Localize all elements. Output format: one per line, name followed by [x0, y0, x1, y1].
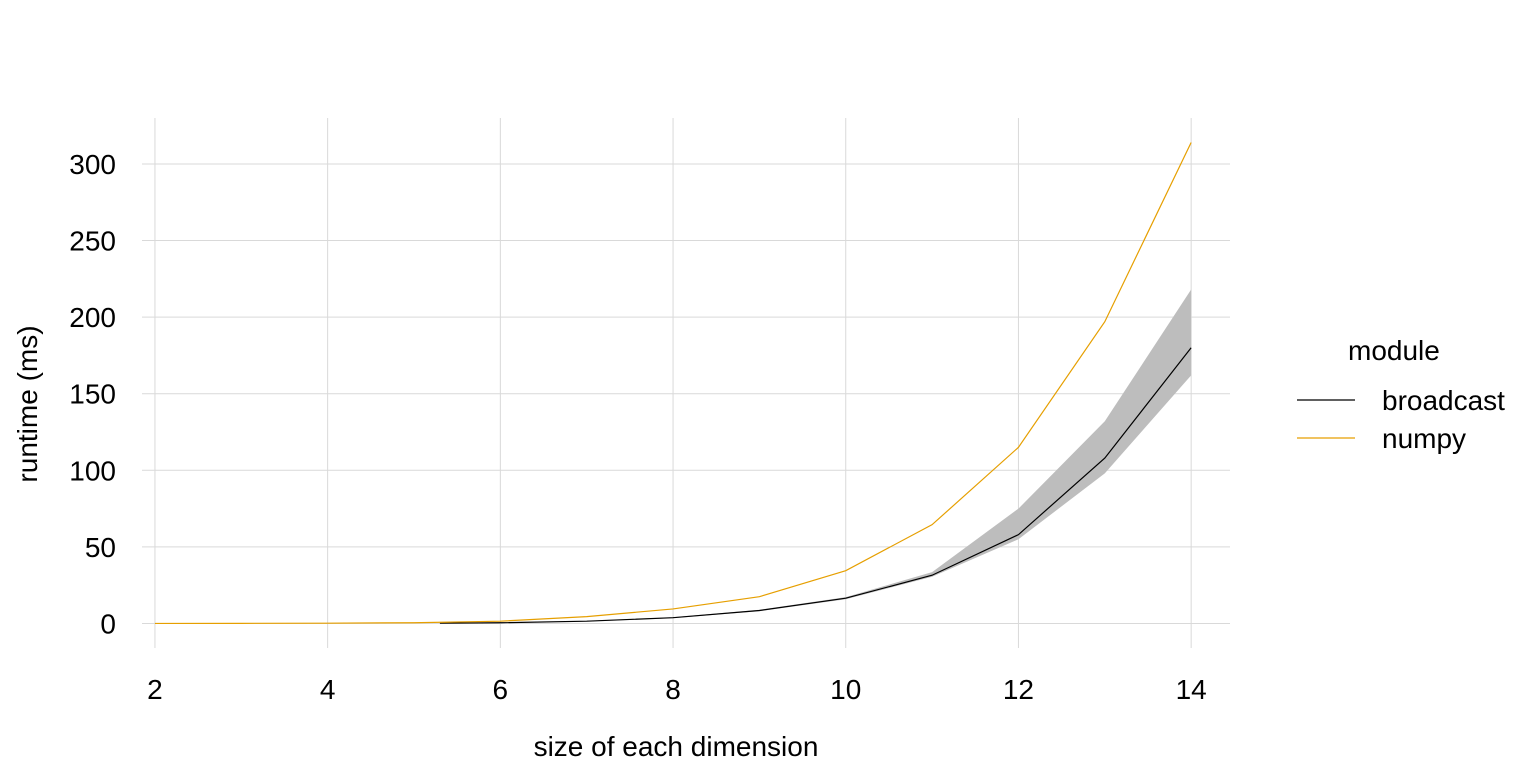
series-line-numpy	[154, 142, 1192, 625]
y-tick-label: 50	[85, 532, 116, 563]
series-line-broadcast	[439, 347, 1192, 624]
x-tick-label: 14	[1176, 674, 1207, 705]
x-tick-label: 10	[830, 674, 861, 705]
legend-item-numpy: numpy	[1297, 423, 1466, 454]
grid	[142, 118, 1230, 648]
confidence-bands	[439, 289, 1192, 624]
x-tick-label: 8	[665, 674, 681, 705]
x-axis-ticks: 2 4 6 8 10 12 14	[147, 674, 1207, 705]
legend-item-broadcast: broadcast	[1297, 385, 1505, 416]
y-tick-label: 100	[69, 455, 116, 486]
x-tick-label: 4	[320, 674, 336, 705]
confidence-band-broadcast	[439, 289, 1192, 624]
legend: module broadcast numpy	[1297, 335, 1505, 454]
legend-items: broadcast numpy	[1297, 385, 1505, 454]
legend-title: module	[1348, 335, 1440, 366]
x-tick-label: 2	[147, 674, 163, 705]
y-axis-ticks: 0 50 100 150 200 250 300	[69, 149, 116, 640]
y-tick-label: 250	[69, 226, 116, 257]
series-lines	[154, 142, 1192, 625]
y-tick-label: 0	[100, 608, 116, 639]
legend-label-numpy: numpy	[1382, 423, 1466, 454]
y-tick-label: 200	[69, 302, 116, 333]
y-axis-title: runtime (ms)	[12, 325, 43, 482]
y-tick-label: 300	[69, 149, 116, 180]
x-tick-label: 6	[493, 674, 509, 705]
legend-label-broadcast: broadcast	[1382, 385, 1505, 416]
x-tick-label: 12	[1003, 674, 1034, 705]
x-axis-title: size of each dimension	[534, 731, 819, 762]
y-tick-label: 150	[69, 379, 116, 410]
